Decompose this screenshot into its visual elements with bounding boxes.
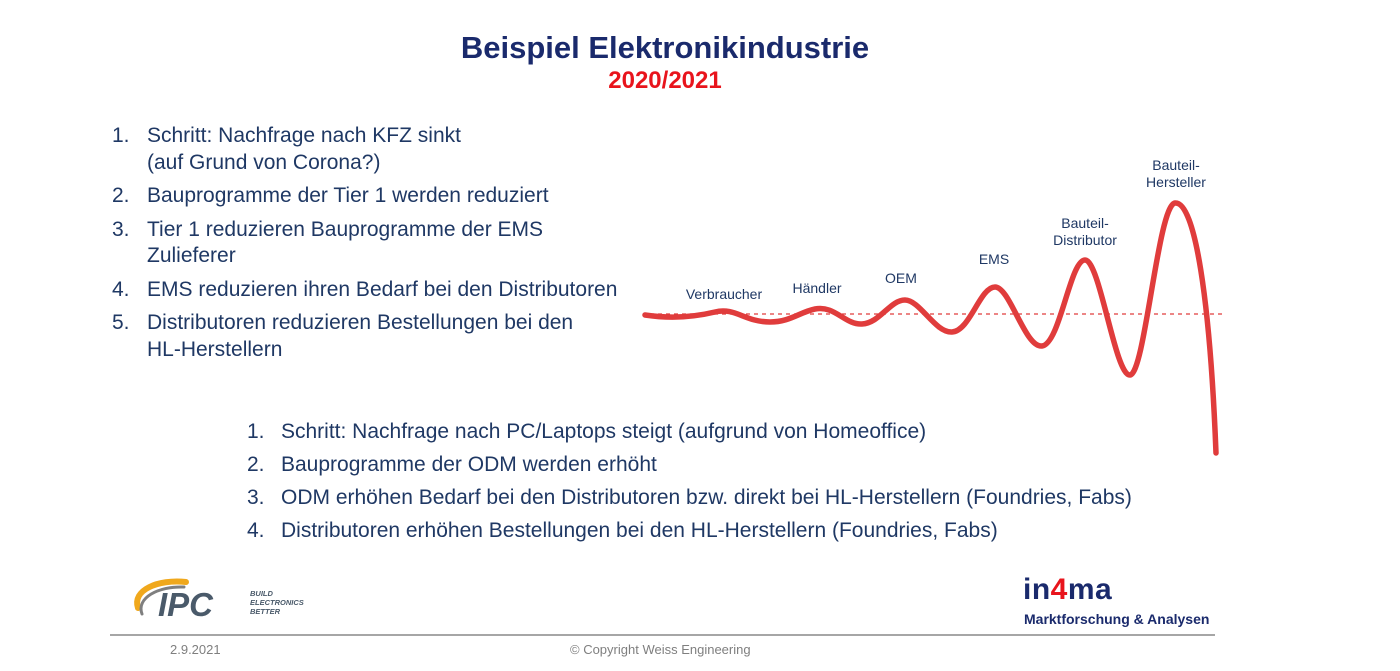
label-verbraucher: Verbraucher bbox=[686, 286, 763, 302]
list-text: Bauprogramme der ODM werden erhöht bbox=[281, 453, 657, 476]
in4ma-logo-part2: ma bbox=[1067, 573, 1113, 606]
label-hersteller-line2: Hersteller bbox=[1146, 174, 1206, 190]
ipc-logo: IPC BUILD ELECTRONICS BETTER bbox=[134, 578, 304, 623]
ipc-logo-swoosh bbox=[134, 578, 189, 611]
list-item: 1. Schritt: Nachfrage nach PC/Laptops ste… bbox=[247, 419, 1207, 445]
list-number: 3. bbox=[247, 486, 265, 509]
bullwhip-wave-curve bbox=[642, 200, 1219, 456]
list-item: 4. Distributoren erhöhen Bestellungen bei… bbox=[247, 518, 1207, 544]
list-item: 1. Schritt: Nachfrage nach KFZ sinkt (auf … bbox=[112, 123, 672, 176]
list-item: 3. Tier 1 reduzieren Bauprogramme der EMS… bbox=[112, 217, 672, 270]
ipc-tagline-3: BETTER bbox=[250, 607, 281, 616]
label-oem: OEM bbox=[885, 270, 917, 286]
label-hersteller-line1: Bauteil- bbox=[1152, 157, 1200, 173]
list-number: 1. bbox=[112, 124, 130, 147]
list-text: Bauprogramme der Tier 1 werden reduziert bbox=[147, 184, 549, 207]
list-number: 1. bbox=[247, 420, 265, 443]
label-haendler: Händler bbox=[792, 280, 841, 296]
page-subtitle: 2020/2021 bbox=[608, 67, 722, 94]
in4ma-logo-four: 4 bbox=[1050, 573, 1068, 606]
list-number: 5. bbox=[112, 311, 130, 334]
list-text-line2: HL-Herstellern bbox=[147, 337, 283, 361]
list-text: Distributoren reduzieren Bestellungen be… bbox=[147, 311, 574, 334]
list-item: 2. Bauprogramme der ODM werden erhöht bbox=[247, 452, 1207, 478]
page-title: Beispiel Elektronikindustrie bbox=[460, 30, 870, 65]
list-number: 4. bbox=[112, 277, 130, 301]
list-text: Schritt: Nachfrage nach PC/Laptops steig… bbox=[281, 420, 927, 443]
footer-date: 2.9.2021 bbox=[170, 642, 221, 657]
ipc-tagline-1: BUILD bbox=[250, 589, 273, 598]
list-number: 2. bbox=[112, 184, 130, 207]
list-text: ODM erhöhen Bedarf bei den Distributoren… bbox=[281, 486, 1132, 509]
list-number: 4. bbox=[247, 519, 265, 542]
footer-divider bbox=[110, 634, 1215, 636]
footer-copyright: © Copyright Weiss Engineering bbox=[570, 642, 751, 657]
list-number: 2. bbox=[247, 453, 265, 476]
list-text: EMS reduzieren ihren Bedarf bei den Dist… bbox=[147, 277, 618, 301]
pc-demand-steps-list: 1. Schritt: Nachfrage nach PC/Laptops ste… bbox=[247, 419, 1207, 551]
label-ems: EMS bbox=[979, 251, 1009, 267]
in4ma-logo: in4ma bbox=[1023, 573, 1112, 607]
list-item: 5. Distributoren reduzieren Bestellungen … bbox=[112, 310, 672, 363]
list-text: Distributoren erhöhen Bestellungen bei d… bbox=[281, 519, 998, 542]
ipc-logo-text: IPC bbox=[158, 586, 214, 623]
list-text-line2: Zulieferer bbox=[147, 244, 236, 267]
label-distributor-line2: Distributor bbox=[1053, 232, 1117, 248]
in4ma-tagline: Marktforschung & Analysen bbox=[1024, 611, 1210, 627]
list-text: Tier 1 reduzieren Bauprogramme der EMS bbox=[147, 217, 544, 241]
list-item: 3. ODM erhöhen Bedarf bei den Distributor… bbox=[247, 485, 1207, 511]
automotive-steps-list: 1. Schritt: Nachfrage nach KFZ sinkt (auf … bbox=[112, 123, 672, 370]
in4ma-logo-part1: in bbox=[1023, 573, 1051, 606]
list-text-line2: (auf Grund von Corona?) bbox=[147, 150, 381, 174]
ipc-tagline-2: ELECTRONICS bbox=[250, 598, 304, 607]
list-item: 4. EMS reduzieren ihren Bedarf bei den Di… bbox=[112, 277, 672, 304]
label-distributor-line1: Bauteil- bbox=[1061, 215, 1109, 231]
ipc-logo-swoosh-grey bbox=[139, 585, 186, 616]
list-text: Schritt: Nachfrage nach KFZ sinkt bbox=[147, 124, 461, 147]
list-item: 2. Bauprogramme der Tier 1 werden reduzie… bbox=[112, 183, 672, 210]
list-number: 3. bbox=[112, 217, 130, 241]
